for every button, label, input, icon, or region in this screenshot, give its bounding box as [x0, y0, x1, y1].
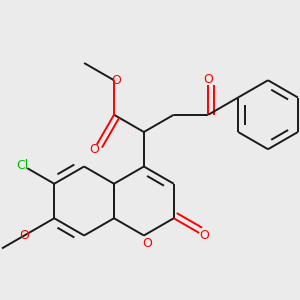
- Text: O: O: [19, 229, 29, 242]
- Text: O: O: [203, 73, 213, 86]
- Text: O: O: [199, 229, 209, 242]
- Text: O: O: [111, 74, 121, 87]
- Text: O: O: [89, 143, 99, 156]
- Text: Cl: Cl: [16, 159, 29, 172]
- Text: O: O: [142, 237, 152, 250]
